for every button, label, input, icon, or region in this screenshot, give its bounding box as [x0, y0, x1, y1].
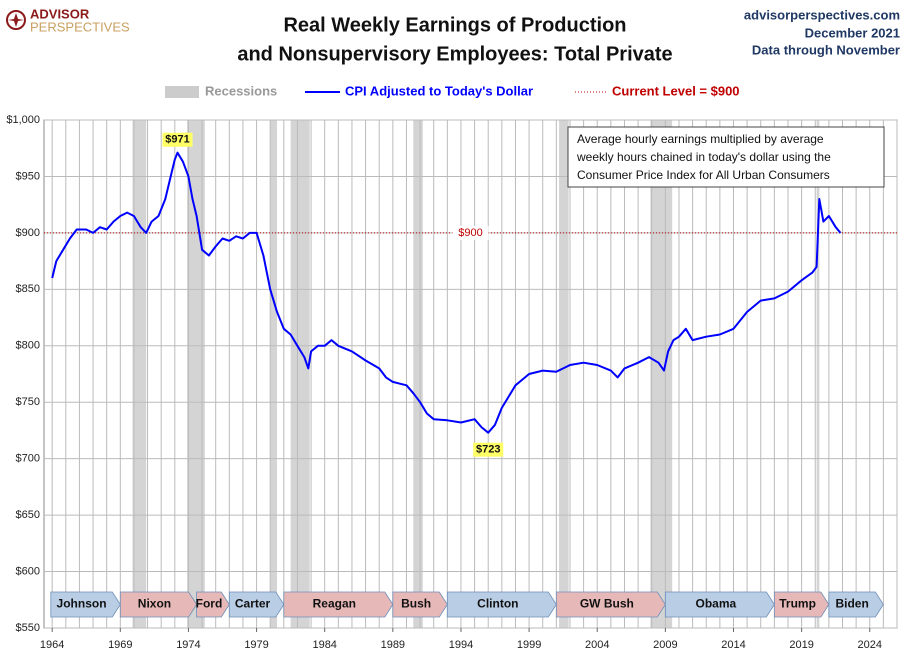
- president-name: Johnson: [57, 597, 107, 611]
- note-line: Average hourly earnings multiplied by av…: [577, 132, 824, 146]
- president-name: Ford: [196, 597, 223, 611]
- president-name: Nixon: [138, 597, 171, 611]
- note-box: [567, 126, 885, 188]
- x-tick-label: 1999: [517, 639, 541, 651]
- annotation-label: $723: [476, 444, 500, 456]
- chart-title: and Nonsupervisory Employees: Total Priv…: [237, 43, 672, 65]
- president-name: GW Bush: [580, 597, 634, 611]
- y-tick-label: $550: [16, 622, 40, 634]
- data-note: Data through November: [752, 42, 900, 57]
- x-tick-label: 2014: [721, 639, 745, 651]
- recession-band: [413, 120, 423, 628]
- president-name: Bush: [401, 597, 431, 611]
- x-tick-label: 2009: [653, 639, 677, 651]
- logo-star: [8, 13, 24, 27]
- x-tick-label: 2024: [858, 639, 882, 651]
- president-term: [50, 591, 121, 618]
- recession-band: [187, 120, 205, 628]
- president-term: [228, 591, 285, 618]
- x-tick-label: 1984: [312, 639, 336, 651]
- annotation-label: $971: [165, 134, 189, 146]
- source: advisorperspectives.com: [744, 7, 900, 22]
- x-tick-label: 1979: [244, 639, 268, 651]
- annotation-bg: [473, 442, 504, 457]
- note-line: weekly hours chained in today's dollar u…: [576, 150, 831, 164]
- president-term: [664, 591, 775, 618]
- president-term: [196, 591, 230, 618]
- y-tick-label: $700: [16, 453, 40, 465]
- president-term: [773, 591, 830, 618]
- president-name: Clinton: [477, 597, 518, 611]
- president-name: Biden: [835, 597, 868, 611]
- legend-label: Recessions: [205, 83, 277, 98]
- president-term: [283, 591, 394, 618]
- series-line: [51, 151, 842, 434]
- recession-band: [559, 120, 569, 628]
- recession-band: [270, 120, 278, 628]
- recession-band: [650, 120, 673, 628]
- x-tick-label: 1974: [176, 639, 200, 651]
- president-name: Carter: [235, 597, 271, 611]
- x-tick-label: 1964: [40, 639, 64, 651]
- president-term: [446, 591, 557, 618]
- x-tick-label: 1989: [381, 639, 405, 651]
- reference-label: $900: [458, 227, 482, 239]
- president-name: Trump: [779, 597, 816, 611]
- legend-swatch: [165, 86, 199, 98]
- x-tick-label: 1994: [449, 639, 473, 651]
- x-tick-label: 2004: [585, 639, 609, 651]
- recession-band: [816, 120, 820, 628]
- president-name: Obama: [696, 597, 737, 611]
- date: December 2021: [805, 25, 900, 40]
- y-tick-label: $850: [16, 283, 40, 295]
- logo-line: ADVISOR: [30, 6, 90, 21]
- y-tick-label: $800: [16, 340, 40, 352]
- logo-line: PERSPECTIVES: [30, 19, 130, 34]
- plot-frame: [43, 119, 898, 629]
- y-tick-label: $650: [16, 509, 40, 521]
- president-term: [555, 591, 666, 618]
- president-term: [119, 591, 198, 618]
- annotation-bg: [162, 132, 193, 147]
- legend-label: Current Level = $900: [612, 83, 740, 98]
- president-term: [392, 591, 448, 618]
- y-tick-label: $750: [16, 396, 40, 408]
- x-tick-label: 1969: [108, 639, 132, 651]
- recession-band: [132, 120, 147, 628]
- president-term: [828, 591, 884, 618]
- note-line: Consumer Price Index for All Urban Consu…: [577, 168, 830, 182]
- y-tick-label: $950: [16, 170, 40, 182]
- reference-label-bg: [452, 225, 489, 240]
- y-tick-label: $900: [16, 227, 40, 239]
- y-tick-label: $600: [16, 565, 40, 577]
- legend-label: CPI Adjusted to Today's Dollar: [345, 83, 533, 98]
- x-tick-label: 2019: [789, 639, 813, 651]
- y-tick-label: $1,000: [6, 114, 40, 126]
- chart-title: Real Weekly Earnings of Production: [283, 14, 626, 36]
- president-name: Reagan: [313, 597, 356, 611]
- recession-band: [290, 120, 310, 628]
